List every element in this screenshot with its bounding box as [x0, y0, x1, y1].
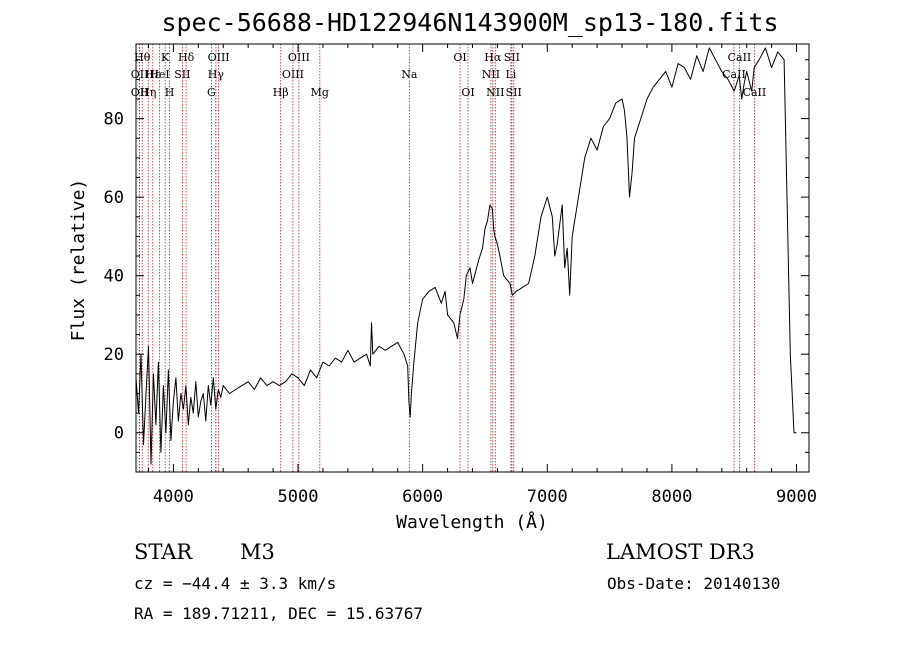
line-marker-label: OII [131, 86, 149, 99]
line-marker-label: Hα [484, 51, 502, 64]
line-marker-label: Hδ [178, 51, 195, 64]
chart-title: spec-56688-HD122946N143900M_sp13-180.fit… [161, 8, 779, 37]
line-marker-label: Hθ [134, 51, 151, 64]
redshift-cz: cz = −44.4 ± 3.3 km/s [134, 574, 337, 593]
y-tick-label: 20 [104, 345, 124, 365]
line-marker-label: CaII [722, 68, 746, 81]
y-tick-label: 40 [104, 267, 124, 287]
line-marker-label: OIII [282, 68, 304, 81]
survey-name: LAMOST DR3 [606, 540, 755, 564]
line-marker-label: SII [506, 86, 522, 99]
y-axis-label: Flux (relative) [68, 179, 89, 342]
line-marker-label: G [207, 86, 216, 99]
y-tick-label: 0 [114, 424, 124, 444]
line-markers: HθOIIOIIHηHεHeIKHSIIHδGHγOIIIHβOIIIOIIIM… [131, 44, 766, 472]
axis-ticks: 4000 5000 6000 7000 8000 9000 0 20 40 60 80 [104, 44, 817, 507]
x-tick-label: 5000 [278, 487, 319, 507]
line-marker-label: OI [453, 51, 466, 64]
line-marker-label: HeI [149, 68, 169, 81]
x-tick-label: 6000 [402, 487, 443, 507]
x-tick-label: 9000 [776, 487, 817, 507]
line-marker-label: OIII [208, 51, 230, 64]
object-subclass: M3 [240, 540, 275, 564]
line-marker-label: Hη [140, 86, 156, 99]
line-marker-label: Na [401, 68, 418, 81]
line-marker-label: NII [482, 68, 500, 81]
line-marker-label: CaII [743, 86, 767, 99]
ra-dec: RA = 189.71211, DEC = 15.63767 [134, 604, 423, 623]
line-marker-label: CaII [728, 51, 752, 64]
line-marker-label: Hβ [273, 86, 289, 99]
line-marker-label: NII [486, 86, 504, 99]
line-marker-label: K [161, 51, 170, 64]
y-tick-label: 60 [104, 188, 124, 208]
line-marker-label: OIII [288, 51, 310, 64]
obs-date: Obs-Date: 20140130 [607, 574, 781, 593]
line-marker-label: Mg [311, 86, 329, 99]
y-tick-label: 80 [104, 110, 124, 130]
plot-frame [135, 43, 810, 473]
line-marker-label: OI [461, 86, 474, 99]
line-marker-label: Hε [145, 68, 161, 81]
x-axis-label: Wavelength (Å) [396, 511, 548, 533]
spectrum-series [135, 47, 797, 465]
line-marker-label: Hγ [208, 68, 225, 81]
line-marker-label: SII [174, 68, 190, 81]
line-marker-label: H [165, 86, 175, 99]
line-marker-label: SII [504, 51, 520, 64]
object-class: STAR [134, 540, 193, 564]
x-tick-label: 8000 [651, 487, 692, 507]
x-tick-label: 4000 [153, 487, 194, 507]
line-marker-label: Li [505, 68, 516, 81]
x-tick-label: 7000 [527, 487, 568, 507]
spectrum-line [135, 47, 797, 465]
